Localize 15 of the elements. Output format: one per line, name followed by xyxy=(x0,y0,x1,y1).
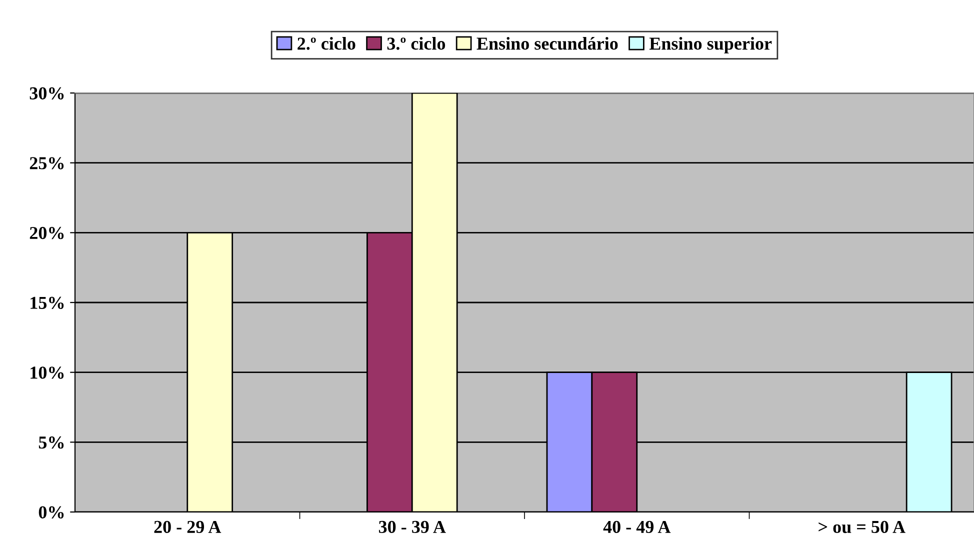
y-tick-label: 25% xyxy=(30,157,64,170)
y-tick-label: 10% xyxy=(30,366,64,379)
x-tick-label: 30 - 39 A xyxy=(378,520,446,534)
x-tick-label: > ou = 50 A xyxy=(818,520,906,534)
legend-label: Ensino secundário xyxy=(476,37,618,50)
y-tick-label: 15% xyxy=(30,296,64,309)
x-tick-label: 40 - 49 A xyxy=(603,520,671,534)
y-tick-label: 30% xyxy=(30,87,64,100)
y-tick-label: 0% xyxy=(38,506,64,518)
legend-label: 3.º ciclo xyxy=(387,37,446,50)
x-tick-label: 20 - 29 A xyxy=(154,520,222,534)
y-tick-label: 20% xyxy=(30,226,64,240)
y-tick-label: 5% xyxy=(38,436,64,449)
legend-label: 2.º ciclo xyxy=(298,37,356,50)
legend-label: Ensino superior xyxy=(649,37,772,54)
